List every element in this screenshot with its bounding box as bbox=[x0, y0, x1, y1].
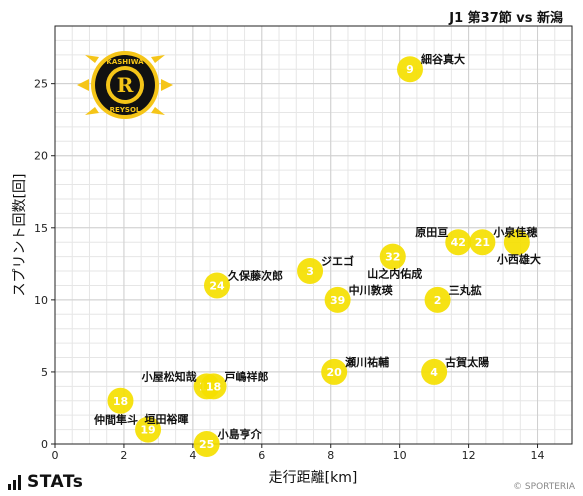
plot-frame bbox=[54, 25, 573, 445]
player-number: 3 bbox=[306, 265, 314, 278]
player-name-label: 久保藤次郎 bbox=[228, 268, 283, 282]
player-point bbox=[379, 243, 406, 270]
y-tick-label: 10 bbox=[34, 294, 48, 307]
player-point bbox=[397, 56, 424, 83]
player-point bbox=[503, 229, 530, 256]
player-point bbox=[469, 229, 496, 256]
logo-text-top: KASHIWA bbox=[106, 58, 144, 66]
player-point bbox=[297, 258, 324, 285]
x-tick-label: 8 bbox=[327, 449, 334, 462]
player-number: 2 bbox=[434, 294, 442, 307]
logo-text-bottom: REYSOL bbox=[110, 106, 141, 114]
player-number: 19 bbox=[140, 424, 155, 437]
y-tick-label: 0 bbox=[41, 438, 48, 451]
player-point bbox=[193, 431, 220, 457]
x-tick-label: 0 bbox=[52, 449, 59, 462]
player-number: 42 bbox=[451, 236, 466, 249]
player-name-label: 三丸拡 bbox=[449, 283, 482, 297]
player-number: 32 bbox=[385, 251, 400, 264]
player-point bbox=[200, 373, 227, 400]
player-name-label: 小泉佳穂 bbox=[492, 225, 537, 239]
y-tick-label: 20 bbox=[34, 150, 48, 163]
player-name-label: 古賀太陽 bbox=[445, 355, 489, 369]
player-name-label: 小島亨介 bbox=[217, 427, 263, 441]
y-tick-label: 15 bbox=[34, 222, 48, 235]
x-tick-label: 6 bbox=[258, 449, 265, 462]
player-point bbox=[321, 358, 348, 385]
player-point bbox=[135, 416, 162, 443]
x-tick-label: 10 bbox=[393, 449, 407, 462]
x-tick-label: 2 bbox=[120, 449, 127, 462]
player-name-label: 原田亘 bbox=[415, 226, 448, 239]
player-name-label: 仲間隼斗 bbox=[94, 413, 138, 427]
player-point bbox=[107, 387, 134, 414]
x-axis-label: 走行距離[km] bbox=[269, 469, 358, 486]
player-number: 9 bbox=[406, 63, 414, 76]
player-point bbox=[203, 272, 230, 299]
player-name-label: 小西雄大 bbox=[496, 252, 541, 266]
y-axis-label: スプリント回数[回] bbox=[12, 174, 28, 297]
points-layer: 94221323243922041418181925 bbox=[107, 56, 530, 457]
player-number: 4 bbox=[430, 366, 438, 379]
x-tick-label: 12 bbox=[462, 449, 476, 462]
footer-brand: STATs bbox=[8, 472, 83, 492]
player-point bbox=[421, 358, 448, 385]
player-number: 39 bbox=[330, 294, 345, 307]
player-number: 20 bbox=[327, 366, 343, 379]
logo-rays bbox=[77, 55, 173, 115]
player-name-label: 瀬川祐輔 bbox=[345, 355, 389, 369]
player-point bbox=[324, 286, 351, 313]
x-tick-label: 14 bbox=[531, 449, 545, 462]
logo-letter: R bbox=[117, 73, 134, 97]
player-number: 25 bbox=[199, 438, 214, 451]
y-tick-label: 5 bbox=[41, 366, 48, 379]
player-name-label: 戸嶋祥郎 bbox=[225, 369, 269, 383]
player-number: 21 bbox=[475, 236, 490, 249]
player-number: 24 bbox=[209, 279, 225, 292]
match-title: J1 第37節 vs 新潟 bbox=[449, 11, 563, 26]
x-tick-label: 4 bbox=[189, 449, 196, 462]
player-number: 18 bbox=[206, 380, 221, 393]
player-name-label: 小屋松知哉 bbox=[141, 369, 197, 383]
player-name-label: ジエゴ bbox=[321, 254, 354, 268]
player-name-label: 中川敦瑛 bbox=[349, 283, 394, 297]
footer-credit: © SPORTERIA bbox=[513, 482, 575, 492]
player-name-label: 垣田裕暉 bbox=[144, 412, 188, 426]
stats-bars-icon bbox=[8, 474, 21, 490]
brand-text: STATs bbox=[27, 472, 84, 492]
y-tick-label: 25 bbox=[34, 78, 48, 91]
player-name-label: 山之内佑成 bbox=[367, 267, 422, 281]
player-point bbox=[445, 229, 472, 256]
player-number: 18 bbox=[113, 395, 128, 408]
grid-layer bbox=[54, 25, 573, 445]
player-point bbox=[424, 286, 451, 313]
team-logo: R KASHIWA REYSOL bbox=[77, 51, 173, 119]
player-name-label: 細谷真大 bbox=[421, 52, 465, 66]
